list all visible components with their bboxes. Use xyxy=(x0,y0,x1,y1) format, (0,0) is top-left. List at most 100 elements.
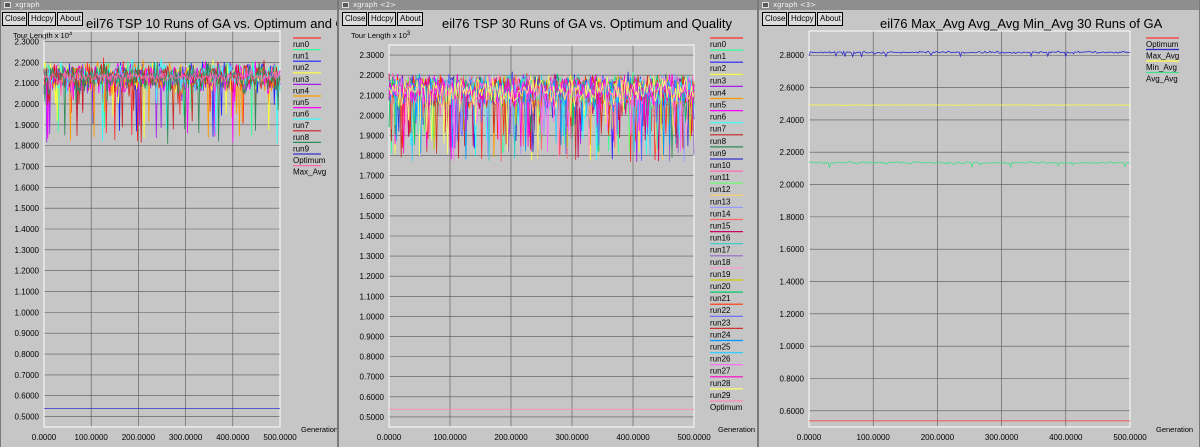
window-title-bar[interactable]: xgraph xyxy=(1,0,337,10)
y-tick-label: 1.1000 xyxy=(360,292,385,301)
about-button[interactable]: About xyxy=(817,12,843,26)
close-button[interactable]: Close xyxy=(2,12,27,26)
y-tick-label: 0.5000 xyxy=(360,413,385,422)
window-title-bar[interactable]: xgraph <2> xyxy=(339,0,757,10)
series-line-run25 xyxy=(388,73,695,160)
y-tick-label: 2.4000 xyxy=(780,116,805,125)
y-axis-label: Tour Length x 103 xyxy=(13,31,73,40)
close-button[interactable]: Close xyxy=(342,12,367,26)
legend-label-avg_avg: Avg_Avg xyxy=(1146,75,1178,84)
y-tick-label: 0.7000 xyxy=(360,373,385,382)
series-line-max_avg xyxy=(43,70,281,98)
y-tick-label: 1.4000 xyxy=(360,232,385,241)
hdcpy-button[interactable]: Hdcpy xyxy=(788,12,816,26)
y-tick-label: 1.0000 xyxy=(360,312,385,321)
legend-label-run1: run1 xyxy=(710,52,727,61)
y-tick-label: 1.4000 xyxy=(15,225,40,234)
legend-label-run16: run16 xyxy=(710,234,731,243)
x-tick-label: 100.0000 xyxy=(433,433,467,442)
x-tick-label: 400.0000 xyxy=(216,433,250,442)
y-tick-label: 0.6000 xyxy=(780,407,805,416)
y-tick-label: 1.5000 xyxy=(360,212,385,221)
y-tick-label: 2.2000 xyxy=(780,148,805,157)
legend-label-run3: run3 xyxy=(293,75,310,84)
window-menu-icon[interactable] xyxy=(762,2,769,8)
y-tick-label: 2.3000 xyxy=(360,51,385,60)
legend-label-run7: run7 xyxy=(710,125,727,134)
window-menu-icon[interactable] xyxy=(342,2,349,8)
x-axis-label: Generation xyxy=(301,425,338,434)
y-tick-label: 1.9000 xyxy=(360,131,385,140)
chart-title: eil76 Max_Avg Avg_Avg Min_Avg 30 Runs of… xyxy=(880,16,1163,31)
plot-frame xyxy=(388,44,695,428)
y-tick-label: 2.1000 xyxy=(360,91,385,100)
legend-label-run6: run6 xyxy=(293,110,310,119)
plot-frame xyxy=(808,30,1131,428)
chart-title: eil76 TSP 10 Runs of GA vs. Optimum and … xyxy=(86,16,338,31)
legend-label-run4: run4 xyxy=(293,86,310,95)
legend-label-run8: run8 xyxy=(293,133,310,142)
chart-title: eil76 TSP 30 Runs of GA vs. Optimum and … xyxy=(442,16,732,31)
y-tick-label: 1.6000 xyxy=(780,245,805,254)
x-tick-label: 0.0000 xyxy=(797,433,822,442)
xgraph-window-3: xgraph <3> Close Hdcpy About eil76 Max_A… xyxy=(758,0,1200,447)
legend-label-optimum: Optimum xyxy=(710,403,743,412)
legend-label-run28: run28 xyxy=(710,379,731,388)
x-axis-label: Generation xyxy=(718,425,755,434)
about-button[interactable]: About xyxy=(57,12,83,26)
legend-label-run20: run20 xyxy=(710,282,731,291)
y-tick-label: 1.0000 xyxy=(15,308,40,317)
legend-label-min_avg: Min_Avg xyxy=(1146,63,1177,72)
y-tick-label: 2.2000 xyxy=(360,71,385,80)
close-button[interactable]: Close xyxy=(762,12,787,26)
y-tick-label: 1.5000 xyxy=(15,204,40,213)
y-tick-label: 0.8000 xyxy=(15,350,40,359)
y-tick-label: 1.2000 xyxy=(360,272,385,281)
y-tick-label: 1.4000 xyxy=(780,278,805,287)
hdcpy-button[interactable]: Hdcpy xyxy=(28,12,56,26)
legend-label-run2: run2 xyxy=(710,64,727,73)
legend-label-run0: run0 xyxy=(710,40,727,49)
legend-label-max_avg: Max_Avg xyxy=(1146,52,1179,61)
x-tick-label: 100.0000 xyxy=(857,433,891,442)
legend-label-run11: run11 xyxy=(710,173,730,182)
y-tick-label: 0.7000 xyxy=(15,371,40,380)
y-axis-label: Tour Length x 103 xyxy=(351,31,411,40)
y-tick-label: 2.0000 xyxy=(780,181,805,190)
window-title-bar[interactable]: xgraph <3> xyxy=(759,0,1199,10)
legend-label-run5: run5 xyxy=(710,101,727,110)
legend-label-run0: run0 xyxy=(293,40,310,49)
y-tick-label: 1.3000 xyxy=(360,252,385,261)
x-tick-label: 400.0000 xyxy=(1049,433,1083,442)
y-tick-label: 2.6000 xyxy=(780,84,805,93)
hdcpy-button[interactable]: Hdcpy xyxy=(368,12,396,26)
x-tick-label: 300.0000 xyxy=(169,433,203,442)
plot-area: eil76 Max_Avg Avg_Avg Min_Avg 30 Runs of… xyxy=(780,16,1194,442)
legend-label-run17: run17 xyxy=(710,246,731,255)
legend-label-run14: run14 xyxy=(710,209,731,218)
y-tick-label: 1.9000 xyxy=(15,121,40,130)
series-line-max_avg xyxy=(808,50,1131,59)
y-tick-label: 0.5000 xyxy=(15,413,40,422)
legend-label-run9: run9 xyxy=(293,144,310,153)
legend-label-run4: run4 xyxy=(710,88,727,97)
y-tick-label: 0.8000 xyxy=(360,353,385,362)
x-tick-label: 500.0000 xyxy=(263,433,297,442)
legend-label-run26: run26 xyxy=(710,355,731,364)
legend-label-run24: run24 xyxy=(710,330,731,339)
legend-label-max_avg: Max_Avg xyxy=(293,168,326,177)
series-line-run9 xyxy=(43,61,281,145)
legend-label-run23: run23 xyxy=(710,318,731,327)
y-tick-label: 2.0000 xyxy=(360,111,385,120)
legend-label-run25: run25 xyxy=(710,343,731,352)
x-tick-label: 200.0000 xyxy=(122,433,156,442)
x-tick-label: 500.0000 xyxy=(677,433,711,442)
about-button[interactable]: About xyxy=(397,12,423,26)
legend-label-run3: run3 xyxy=(710,76,727,85)
window-menu-icon[interactable] xyxy=(4,2,11,8)
y-tick-label: 1.2000 xyxy=(15,267,40,276)
series-line-avg_avg xyxy=(808,160,1130,169)
plot-area: eil76 TSP 30 Runs of GA vs. Optimum and … xyxy=(351,16,755,442)
y-tick-label: 1.7000 xyxy=(15,162,40,171)
series-line-run29 xyxy=(388,74,695,159)
